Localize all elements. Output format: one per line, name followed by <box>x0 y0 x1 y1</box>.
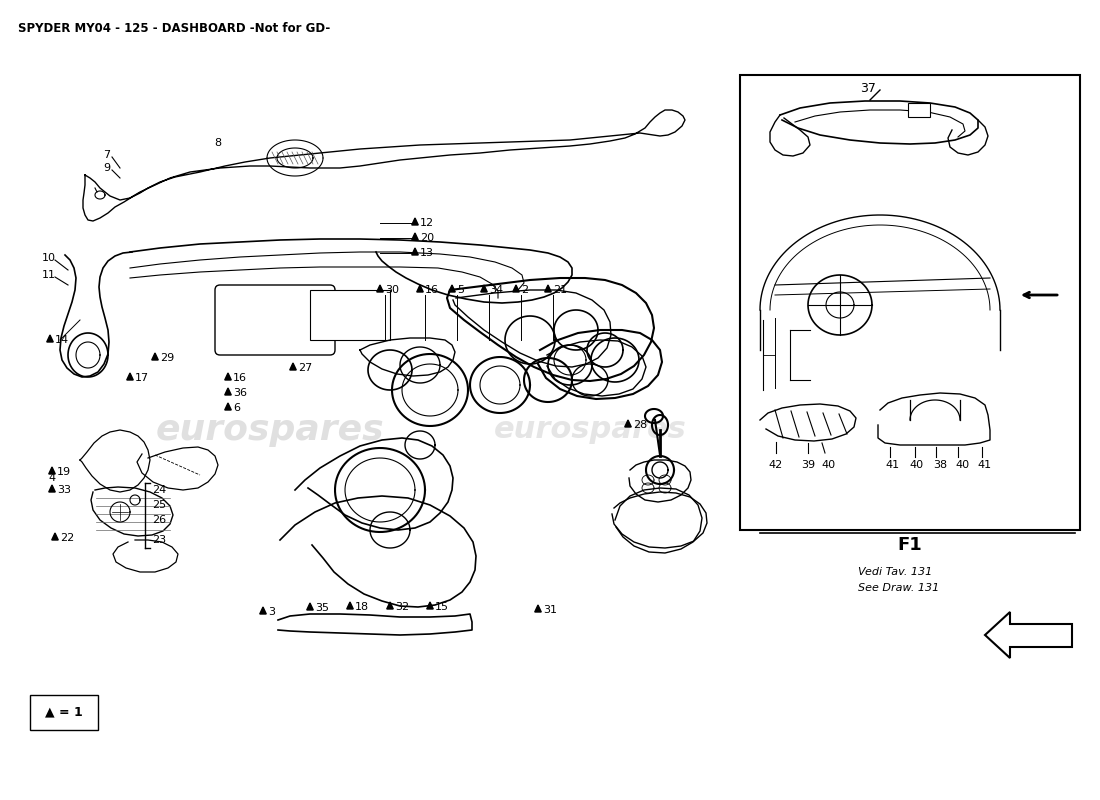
Text: 33: 33 <box>57 485 72 495</box>
Text: 4: 4 <box>48 473 55 483</box>
Polygon shape <box>427 602 433 609</box>
FancyBboxPatch shape <box>30 695 98 730</box>
Text: 40: 40 <box>910 460 924 470</box>
Polygon shape <box>411 218 418 225</box>
Polygon shape <box>449 285 455 292</box>
Text: 18: 18 <box>355 602 370 612</box>
Text: 26: 26 <box>152 515 166 525</box>
Bar <box>908 103 930 117</box>
Polygon shape <box>417 285 424 292</box>
Polygon shape <box>387 602 394 609</box>
Polygon shape <box>411 233 418 240</box>
Text: 30: 30 <box>385 285 399 295</box>
Text: eurospares: eurospares <box>791 418 949 442</box>
Text: 20: 20 <box>420 233 434 243</box>
Text: 3: 3 <box>268 607 275 617</box>
Text: SPYDER MY04 - 125 - DASHBOARD -Not for GD-: SPYDER MY04 - 125 - DASHBOARD -Not for G… <box>18 22 330 35</box>
Text: 36: 36 <box>233 388 248 398</box>
Text: 13: 13 <box>420 248 434 258</box>
Text: 22: 22 <box>60 533 75 543</box>
Text: 21: 21 <box>553 285 568 295</box>
Text: ▲ = 1: ▲ = 1 <box>45 706 82 718</box>
Text: F1: F1 <box>898 536 923 554</box>
Text: 23: 23 <box>152 535 166 545</box>
Text: 27: 27 <box>298 363 312 373</box>
Polygon shape <box>52 533 58 540</box>
Text: Vedi Tav. 131: Vedi Tav. 131 <box>858 567 933 577</box>
Polygon shape <box>346 602 353 609</box>
Polygon shape <box>289 363 296 370</box>
Text: 37: 37 <box>860 82 876 94</box>
Polygon shape <box>224 388 231 395</box>
Text: eurospares: eurospares <box>494 415 686 445</box>
Polygon shape <box>260 607 266 614</box>
Text: See Draw. 131: See Draw. 131 <box>858 583 939 593</box>
Text: 32: 32 <box>395 602 409 612</box>
Text: 19: 19 <box>57 467 72 477</box>
Polygon shape <box>48 485 55 492</box>
Text: 12: 12 <box>420 218 434 228</box>
Polygon shape <box>46 335 53 342</box>
Text: 34: 34 <box>490 285 503 295</box>
Text: 41: 41 <box>886 460 900 470</box>
Polygon shape <box>411 248 418 255</box>
Text: 16: 16 <box>233 373 248 383</box>
Text: 5: 5 <box>456 285 464 295</box>
Polygon shape <box>224 373 231 380</box>
Polygon shape <box>152 353 158 360</box>
Polygon shape <box>126 373 133 380</box>
Polygon shape <box>48 467 55 474</box>
Bar <box>310 290 390 340</box>
Polygon shape <box>544 285 551 292</box>
Text: 10: 10 <box>42 253 56 263</box>
Text: 39: 39 <box>801 460 815 470</box>
Text: 15: 15 <box>434 602 449 612</box>
Text: 17: 17 <box>135 373 150 383</box>
Polygon shape <box>625 420 631 427</box>
Text: 25: 25 <box>152 500 166 510</box>
Polygon shape <box>224 403 231 410</box>
Text: 35: 35 <box>315 603 329 613</box>
Text: 7: 7 <box>103 150 110 160</box>
Text: 2: 2 <box>521 285 528 295</box>
Text: 9: 9 <box>103 163 110 173</box>
Text: 28: 28 <box>632 420 647 430</box>
Text: 29: 29 <box>160 353 174 363</box>
Text: 16: 16 <box>425 285 439 295</box>
Polygon shape <box>481 285 487 292</box>
Text: 11: 11 <box>42 270 56 280</box>
Polygon shape <box>307 603 314 610</box>
Text: 40: 40 <box>956 460 970 470</box>
Polygon shape <box>376 285 383 292</box>
Text: 41: 41 <box>978 460 992 470</box>
Text: eurospares: eurospares <box>156 413 384 447</box>
Polygon shape <box>513 285 519 292</box>
Text: 14: 14 <box>55 335 69 345</box>
Text: 6: 6 <box>233 403 240 413</box>
FancyBboxPatch shape <box>214 285 336 355</box>
Text: 31: 31 <box>543 605 557 615</box>
Text: 38: 38 <box>933 460 947 470</box>
Text: 40: 40 <box>821 460 835 470</box>
Polygon shape <box>984 612 1072 658</box>
Text: 8: 8 <box>214 138 221 148</box>
FancyBboxPatch shape <box>740 75 1080 530</box>
Text: 24: 24 <box>152 485 166 495</box>
Polygon shape <box>535 605 541 612</box>
Text: 42: 42 <box>769 460 783 470</box>
